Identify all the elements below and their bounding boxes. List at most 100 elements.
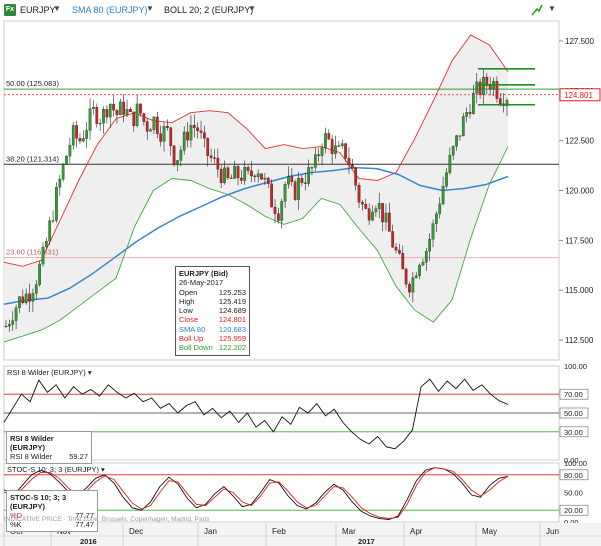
candle-body: [68, 144, 72, 157]
tooltip-title: EURJPY (Bid): [179, 269, 229, 278]
candle: [48, 216, 52, 245]
candle-body: [172, 145, 176, 165]
boll-up-line: [3, 34, 509, 267]
candle-body: [290, 176, 294, 182]
candle: [431, 219, 435, 248]
candle-body: [495, 81, 499, 99]
candle-body: [371, 211, 374, 221]
candle: [357, 182, 361, 208]
y-tick-label: 80.00: [564, 471, 583, 480]
candle: [41, 242, 45, 267]
candle-body: [468, 112, 472, 114]
chevron-down-icon[interactable]: ▼: [248, 4, 256, 13]
candle-body: [216, 157, 220, 170]
candle: [317, 148, 321, 163]
candle-body: [424, 250, 428, 263]
candle-body: [263, 177, 267, 180]
candle: [21, 289, 25, 305]
candle: [334, 135, 337, 159]
y-tick-label: 20.00: [564, 506, 583, 515]
candle-body: [11, 320, 15, 325]
candle: [340, 139, 344, 149]
candle: [287, 166, 290, 189]
candle-body: [451, 146, 455, 156]
rsi-panel-title: RSI 8 Wilder (EURJPY) ▾: [7, 368, 92, 377]
candle: [337, 140, 341, 147]
candle-body: [300, 178, 304, 183]
candle: [354, 166, 358, 191]
candle: [192, 114, 196, 138]
candle-body: [21, 296, 25, 304]
candle: [277, 207, 280, 224]
candle: [199, 120, 203, 139]
candle: [78, 133, 82, 144]
x-tick-label: Apr: [410, 527, 423, 536]
boll-down-line: [3, 146, 509, 343]
candle-body: [61, 164, 65, 180]
ohlc-tooltip: EURJPY (Bid) 26-May-2017 Open 125.253 High…: [175, 266, 250, 356]
candle: [482, 69, 485, 105]
stoc-legend: STOC-S 10; 3; 3 (EURJPY) %D 77.77 %K 77.…: [6, 490, 98, 532]
chevron-down-icon[interactable]: ▼: [548, 4, 556, 13]
candle: [166, 119, 169, 131]
y-tick-box: [559, 426, 589, 438]
candle-body: [384, 212, 388, 223]
sma-indicator-label[interactable]: SMA 80 (EURJPY): [72, 5, 148, 15]
candle-body: [293, 181, 297, 200]
candle-body: [203, 132, 206, 139]
candle: [44, 237, 48, 249]
x-axis-band: [0, 523, 601, 546]
chevron-down-icon[interactable]: ▼: [146, 4, 154, 13]
chevron-down-icon[interactable]: ▼: [53, 4, 61, 13]
candle-body: [445, 172, 448, 187]
tooltip-row-value: 124.801: [218, 315, 246, 325]
candle: [118, 99, 122, 116]
candle-body: [377, 203, 381, 209]
candle-body: [253, 175, 257, 178]
candle: [293, 179, 297, 202]
symbol-label[interactable]: EURJPY: [20, 5, 56, 15]
candle: [233, 160, 236, 179]
candle: [448, 147, 452, 175]
candle: [307, 159, 310, 187]
candle-body: [182, 131, 186, 151]
candle: [344, 142, 347, 162]
fib-level-label: 50.00 (125.083): [6, 79, 59, 88]
y-tick-box: [559, 504, 589, 516]
candle-body: [105, 109, 109, 118]
candle-body: [270, 183, 273, 208]
candle-body: [209, 155, 213, 158]
candle: [377, 192, 381, 219]
candle: [55, 182, 58, 224]
candle: [324, 127, 327, 154]
candle-body: [28, 293, 31, 302]
current-price-label: 124.801: [564, 91, 593, 100]
candle-body: [98, 123, 102, 125]
candle-body: [71, 125, 75, 146]
candle: [11, 311, 15, 331]
indicator-line: [3, 467, 509, 521]
sma-line: [3, 166, 509, 305]
candle-body: [260, 173, 263, 180]
draw-tool-icon[interactable]: [531, 4, 543, 16]
indicator-line: [3, 378, 509, 450]
candle-body: [485, 76, 489, 86]
candle-body: [186, 131, 189, 141]
candle-body: [78, 138, 82, 142]
candle: [350, 159, 354, 169]
candle: [61, 162, 65, 182]
boll-indicator-label[interactable]: BOLL 20; 2 (EURJPY): [164, 5, 254, 15]
candle: [451, 145, 455, 161]
tooltip-row-label: High: [179, 296, 195, 306]
candle: [495, 76, 499, 103]
candle-body: [307, 167, 310, 184]
candle: [226, 165, 230, 181]
candle: [404, 267, 408, 288]
candle-body: [24, 293, 28, 304]
tooltip-row: Boll Up 125.959: [179, 334, 246, 343]
candle: [297, 171, 300, 211]
candle: [8, 319, 11, 332]
candle: [176, 160, 179, 172]
candle: [485, 72, 489, 95]
